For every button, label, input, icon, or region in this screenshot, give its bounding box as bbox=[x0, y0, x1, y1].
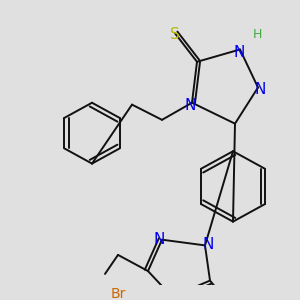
Text: N: N bbox=[153, 232, 165, 247]
Text: S: S bbox=[170, 27, 180, 42]
Text: N: N bbox=[233, 45, 245, 60]
Text: H: H bbox=[252, 28, 262, 41]
Text: N: N bbox=[254, 82, 266, 98]
Text: N: N bbox=[184, 98, 196, 113]
Text: Br: Br bbox=[110, 287, 126, 300]
Text: N: N bbox=[202, 238, 214, 253]
